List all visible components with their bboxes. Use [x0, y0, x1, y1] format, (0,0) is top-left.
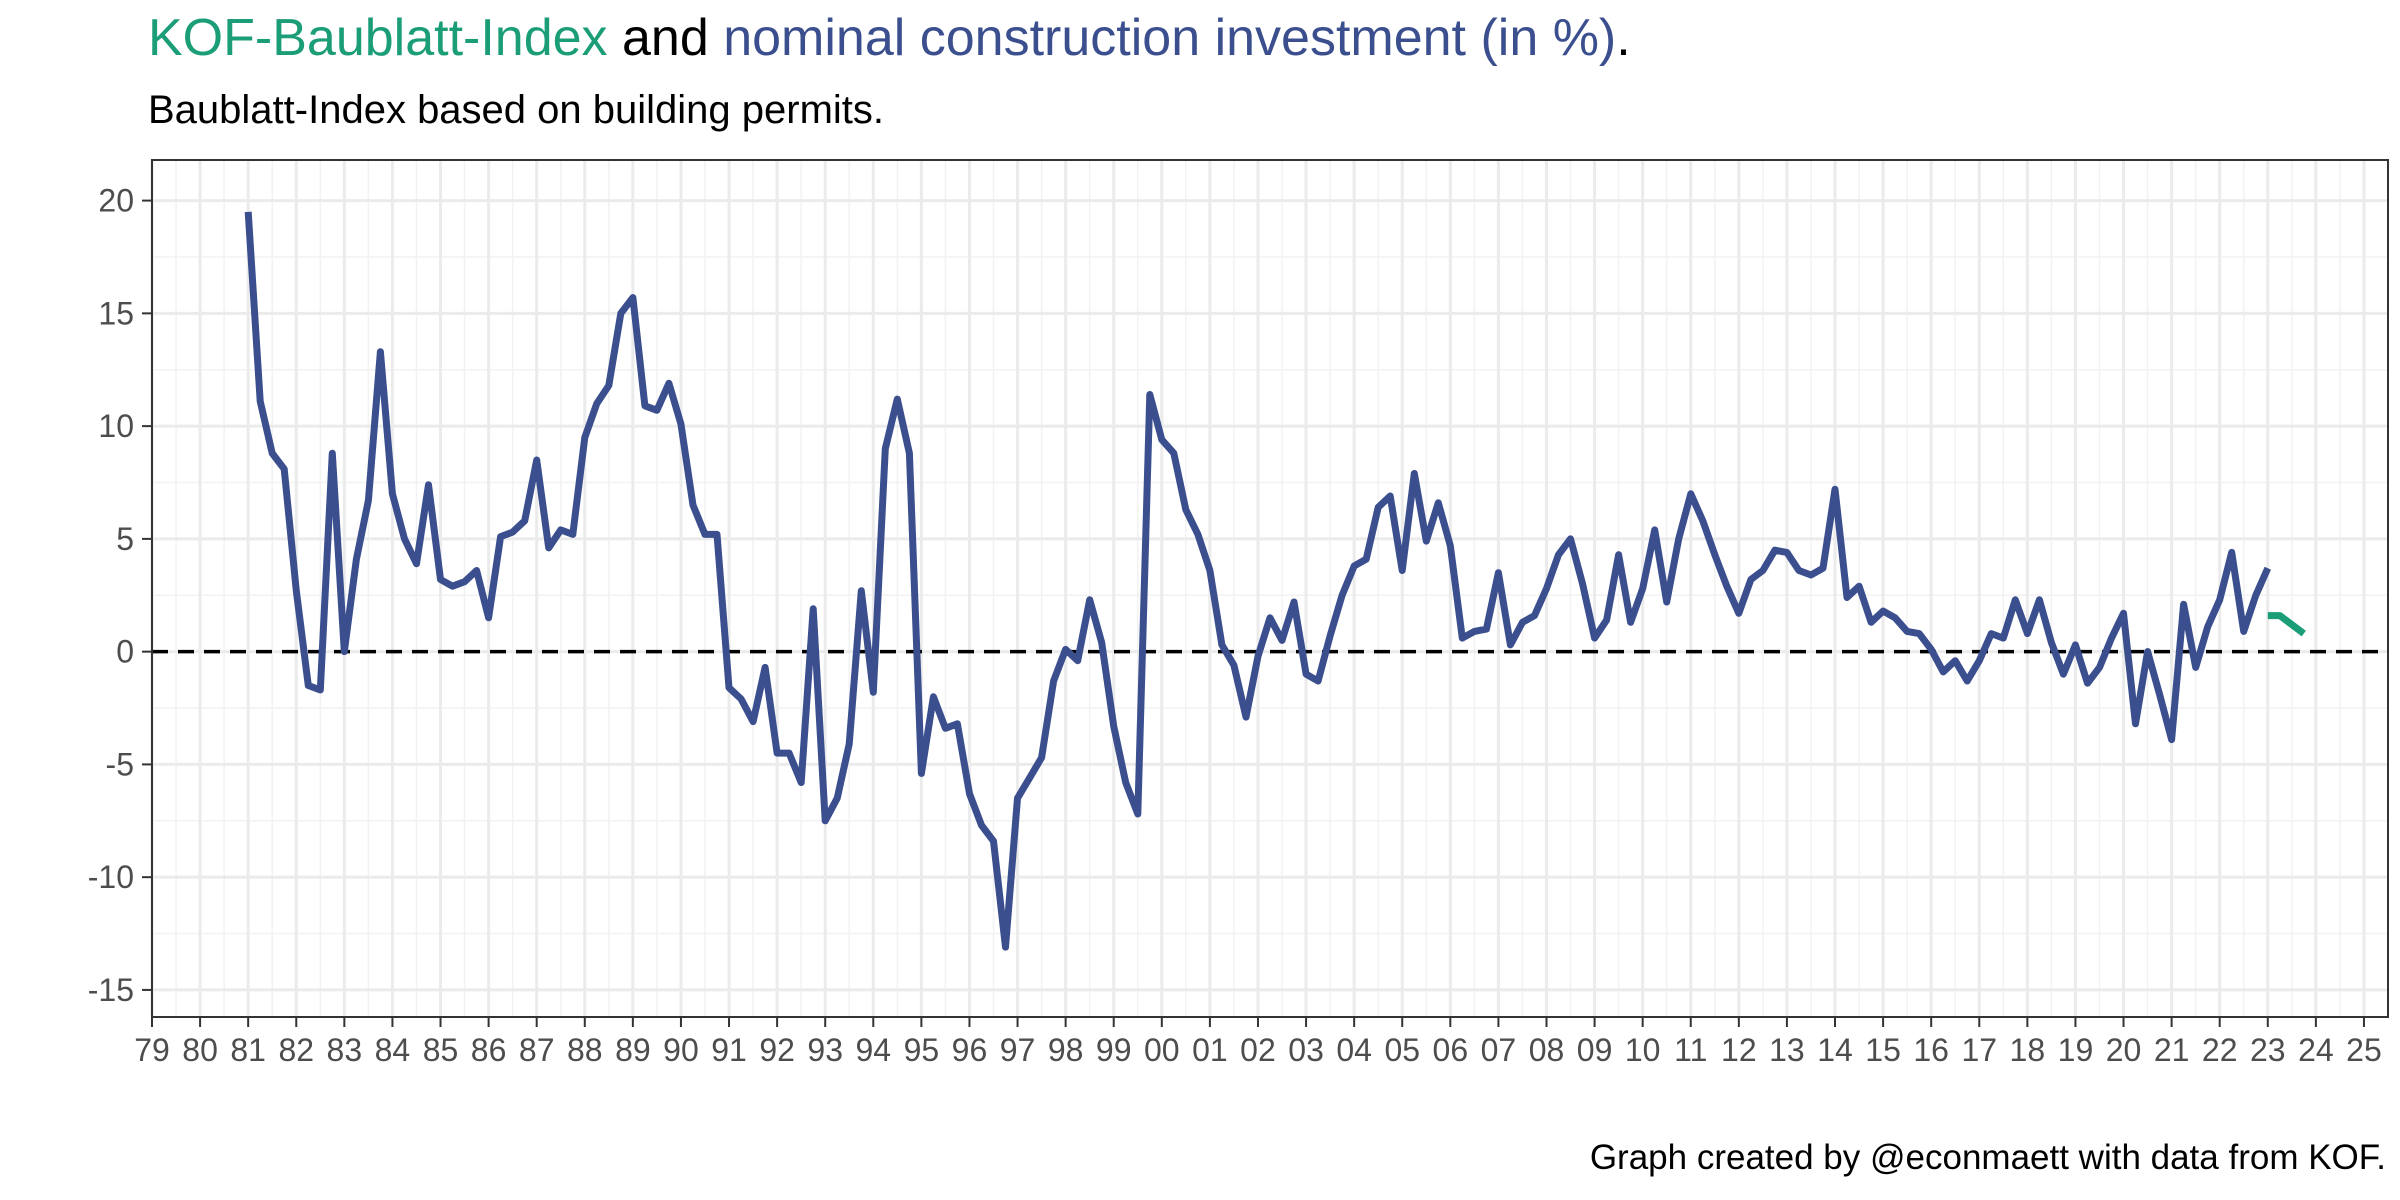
x-tick-label: 14 [1817, 1032, 1853, 1068]
y-tick-label: 5 [116, 521, 134, 557]
series-line-0 [244, 211, 2272, 951]
x-tick-label: 20 [2106, 1032, 2142, 1068]
y-tick-label: -10 [88, 859, 134, 895]
x-tick-label: 12 [1721, 1032, 1757, 1068]
x-tick-label: 08 [1529, 1032, 1565, 1068]
major-gridlines [150, 160, 2388, 1017]
y-tick-label: 15 [98, 295, 134, 331]
title-connector: and [607, 9, 724, 67]
title-period: . [1616, 9, 1631, 67]
series-lines [244, 211, 2306, 951]
x-tick-label: 93 [807, 1032, 843, 1068]
x-tick-label: 17 [1961, 1032, 1997, 1068]
title-baublatt-index: KOF-Baublatt-Index [148, 9, 608, 67]
y-tick-label: -15 [88, 972, 134, 1008]
x-tick-label: 13 [1769, 1032, 1805, 1068]
x-tick-label: 06 [1433, 1032, 1469, 1068]
x-tick-label: 07 [1481, 1032, 1517, 1068]
x-tick-label: 99 [1096, 1032, 1132, 1068]
x-tick-label: 98 [1048, 1032, 1084, 1068]
x-tick-label: 94 [855, 1032, 891, 1068]
plot-panel-background [152, 160, 2388, 1017]
y-tick-label: -5 [106, 746, 134, 782]
x-tick-label: 79 [134, 1032, 170, 1068]
source-caption: Graph created by @econmaett with data fr… [1589, 1138, 2386, 1177]
x-tick-label: 05 [1384, 1032, 1420, 1068]
x-tick-label: 86 [471, 1032, 507, 1068]
y-tick-label: 0 [116, 634, 134, 670]
x-tick-label: 97 [1000, 1032, 1036, 1068]
x-tick-label: 22 [2202, 1032, 2238, 1068]
x-tick-label: 15 [1865, 1032, 1901, 1068]
x-tick-label: 25 [2346, 1032, 2382, 1068]
x-tick-label: 89 [615, 1032, 651, 1068]
x-axis: 79 80 81 82 83 84 85 86 87 88 89 90 91 92 93 94 95 96 97 98… [134, 1017, 2382, 1068]
x-tick-label: 92 [759, 1032, 795, 1068]
x-tick-label: 84 [375, 1032, 411, 1068]
x-tick-label: 83 [327, 1032, 363, 1068]
chart-title: KOF-Baublatt-Index and nominal construct… [148, 8, 1631, 68]
x-tick-label: 90 [663, 1032, 699, 1068]
x-tick-label: 09 [1577, 1032, 1613, 1068]
x-tick-label: 16 [1913, 1032, 1949, 1068]
x-tick-label: 00 [1144, 1032, 1180, 1068]
x-tick-label: 03 [1288, 1032, 1324, 1068]
x-tick-label: 21 [2154, 1032, 2190, 1068]
x-tick-label: 91 [711, 1032, 747, 1068]
x-tick-label: 02 [1240, 1032, 1276, 1068]
x-tick-label: 23 [2250, 1032, 2286, 1068]
x-tick-label: 01 [1192, 1032, 1228, 1068]
x-tick-label: 10 [1625, 1032, 1661, 1068]
x-tick-label: 88 [567, 1032, 603, 1068]
x-tick-label: 82 [278, 1032, 314, 1068]
series-line-1 [2267, 612, 2306, 637]
x-tick-label: 04 [1336, 1032, 1372, 1068]
x-tick-label: 96 [952, 1032, 988, 1068]
minor-gridlines [152, 160, 2388, 1017]
y-tick-label: 20 [98, 183, 134, 219]
x-tick-label: 80 [182, 1032, 218, 1068]
x-tick-label: 95 [904, 1032, 940, 1068]
y-axis: -15 -10 -5 0 5 10 15 20 [88, 183, 152, 1008]
y-tick-label: 10 [98, 408, 134, 444]
x-tick-label: 24 [2298, 1032, 2334, 1068]
chart-subtitle: Baublatt-Index based on building permits… [148, 88, 885, 132]
x-tick-label: 18 [2010, 1032, 2046, 1068]
title-construction-investment: nominal construction investment (in %) [723, 9, 1617, 67]
x-tick-label: 87 [519, 1032, 555, 1068]
x-tick-label: 85 [423, 1032, 459, 1068]
x-tick-label: 11 [1674, 1032, 1707, 1068]
x-tick-label: 19 [2058, 1032, 2094, 1068]
x-tick-label: 81 [230, 1032, 266, 1068]
plot-panel-border [151, 159, 2389, 1018]
